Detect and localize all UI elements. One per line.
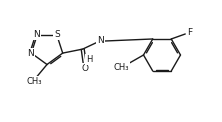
Text: N: N (97, 36, 104, 45)
Text: O: O (81, 64, 88, 73)
Text: CH₃: CH₃ (114, 63, 129, 72)
Text: F: F (187, 28, 192, 37)
Text: S: S (54, 30, 60, 39)
Text: CH₃: CH₃ (26, 77, 42, 86)
Text: H: H (87, 55, 93, 64)
Text: N: N (27, 49, 34, 58)
Text: N: N (33, 30, 40, 39)
